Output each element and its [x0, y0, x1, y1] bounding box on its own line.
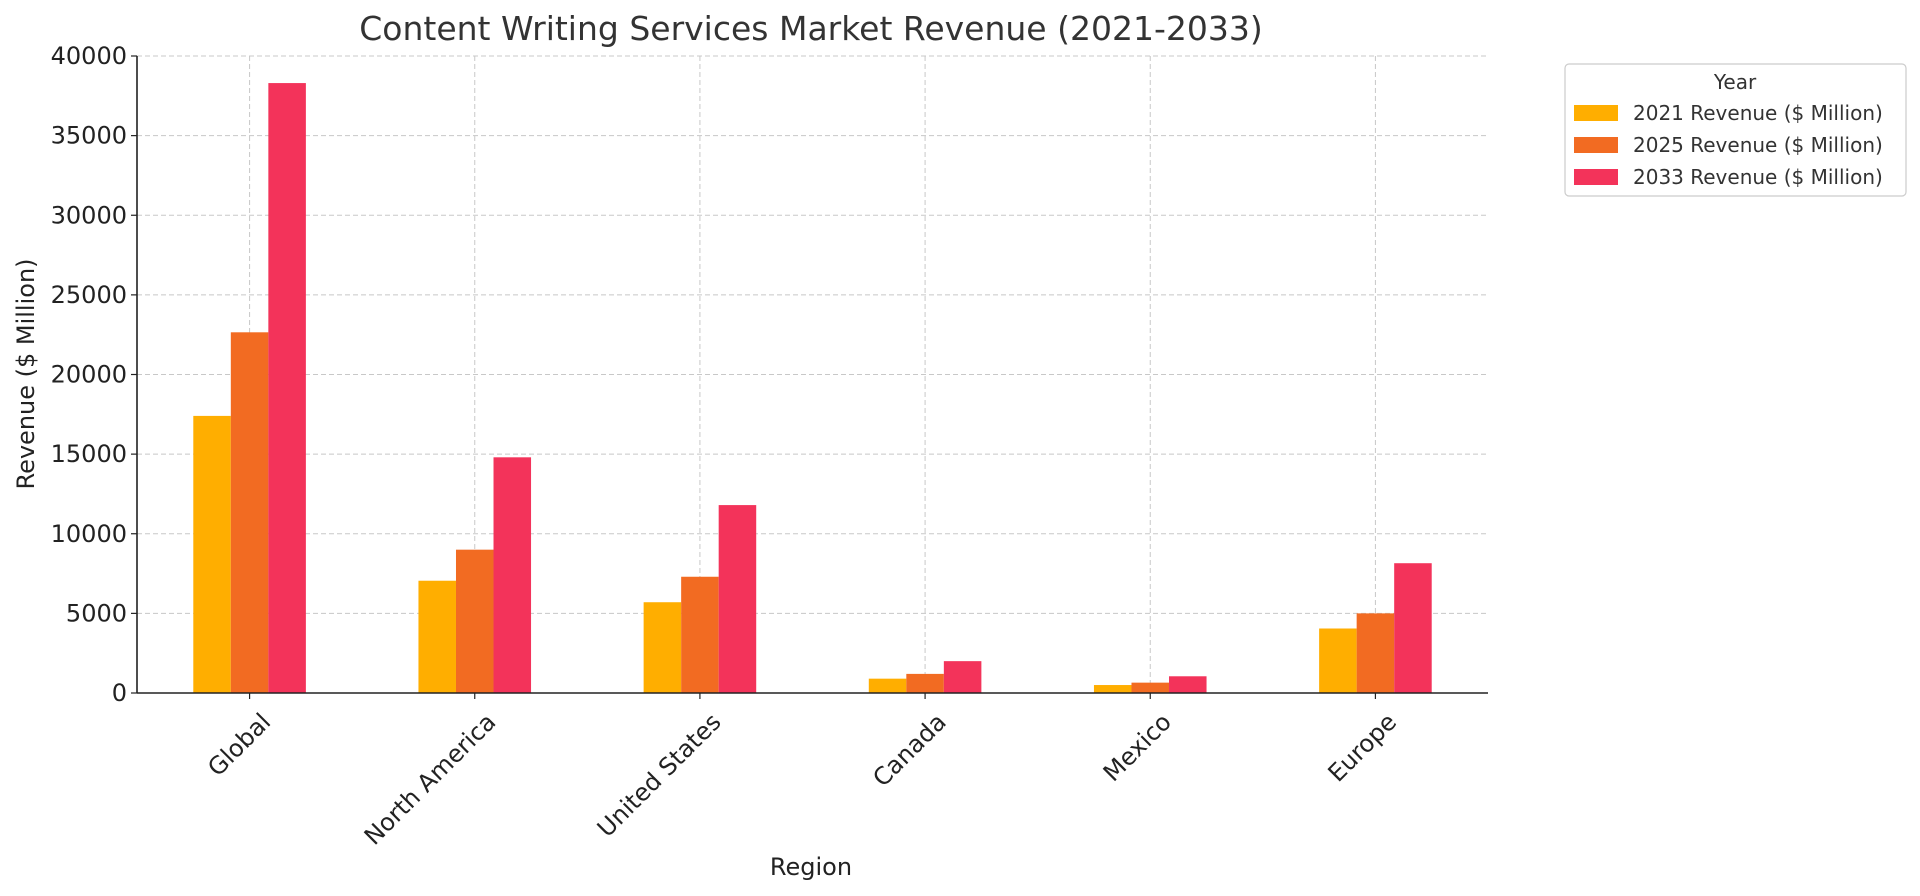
- y-tick-label: 5000: [66, 599, 127, 627]
- bar-global-series-3: [268, 83, 306, 693]
- chart-title: Content Writing Services Market Revenue …: [359, 9, 1262, 48]
- legend-swatch: [1574, 169, 1618, 185]
- legend-swatch: [1574, 105, 1618, 121]
- bar-mexico-series-2: [1131, 682, 1170, 693]
- y-tick-label: 35000: [51, 122, 127, 150]
- y-tick-label: 10000: [51, 520, 127, 548]
- x-tick-label: United States: [592, 708, 727, 843]
- y-tick-label: 20000: [51, 361, 127, 389]
- y-tick-label: 0: [112, 679, 127, 707]
- legend-label: 2025 Revenue ($ Million): [1633, 133, 1883, 157]
- bar-canada-series-1: [868, 678, 907, 693]
- bar-north-america-series-1: [418, 580, 456, 693]
- bar-united-states-series-3: [718, 505, 757, 693]
- bar-europe-series-2: [1356, 613, 1395, 693]
- bar-europe-series-1: [1319, 628, 1357, 693]
- y-tick-label: 30000: [51, 201, 127, 229]
- bar-mexico-series-1: [1093, 685, 1132, 693]
- bar-canada-series-2: [906, 673, 944, 693]
- y-axis-label: Revenue ($ Million): [12, 258, 40, 489]
- legend-box: [1564, 63, 1907, 197]
- bar-mexico-series-3: [1169, 676, 1207, 693]
- x-tick-label: Europe: [1323, 708, 1402, 787]
- legend-label: 2033 Revenue ($ Million): [1633, 165, 1883, 189]
- y-axis-ticks: 0 5000 10000 15000 20000 25000 30000 35000 40000: [51, 42, 137, 707]
- y-tick-label: 40000: [51, 42, 127, 70]
- bar-north-america-series-3: [493, 457, 532, 693]
- x-tick-label: Canada: [867, 708, 951, 792]
- x-tick-label: North America: [359, 708, 502, 851]
- x-axis-ticks: Global North America United States Canada Me…: [202, 693, 1402, 851]
- x-axis-label: Region: [770, 853, 852, 881]
- bars: [193, 83, 1432, 693]
- x-tick-label: Mexico: [1098, 708, 1177, 787]
- x-tick-label: Global: [202, 708, 276, 782]
- legend-label: 2021 Revenue ($ Million): [1633, 101, 1883, 125]
- legend: Year 2021 Revenue ($ Million) 2025 Revenu…: [1564, 63, 1907, 197]
- bar-canada-series-3: [943, 661, 982, 693]
- bar-north-america-series-2: [455, 549, 494, 693]
- legend-swatch: [1574, 137, 1618, 153]
- grid-lines: [137, 55, 1488, 693]
- bar-united-states-series-2: [681, 576, 719, 693]
- y-tick-label: 15000: [51, 440, 127, 468]
- legend-items: 2021 Revenue ($ Million) 2025 Revenue ($ …: [1574, 101, 1883, 189]
- bar-global-series-1: [193, 415, 231, 693]
- bar-europe-series-3: [1394, 563, 1432, 693]
- bar-united-states-series-1: [643, 602, 682, 693]
- legend-title: Year: [1713, 70, 1757, 94]
- y-tick-label: 25000: [51, 281, 127, 309]
- bar-global-series-2: [230, 332, 269, 693]
